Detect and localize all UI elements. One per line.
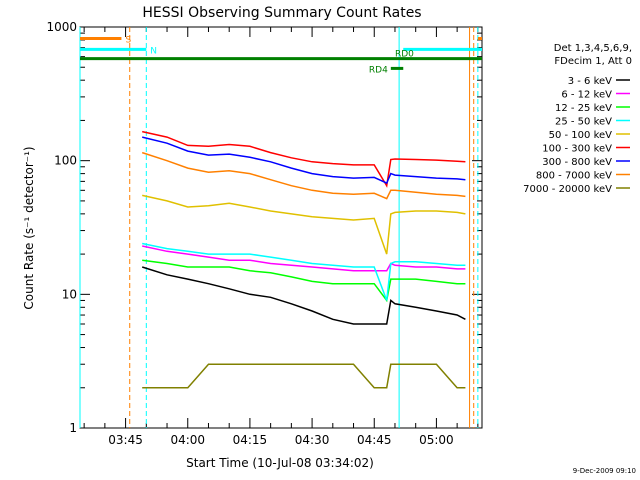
y-axis-label: Count Rate (s⁻¹ detector⁻¹) xyxy=(22,146,36,309)
y-tick-label: 1000 xyxy=(46,20,77,34)
series-line xyxy=(142,245,466,272)
series-line xyxy=(142,136,466,185)
series-line xyxy=(142,363,466,389)
legend-label: 25 - 50 keV xyxy=(555,117,612,128)
x-tick-label: 03:45 xyxy=(108,433,143,447)
footer-date: 9-Dec-2009 09:10 xyxy=(573,467,636,475)
legend-label: 12 - 25 keV xyxy=(555,103,612,114)
y-tick-label: 10 xyxy=(62,287,77,301)
x-tick-label: 05:00 xyxy=(419,433,454,447)
legend-header-line-2: FDecim 1, Att 0 xyxy=(554,56,632,67)
legend-label: 50 - 100 keV xyxy=(549,130,613,141)
y-tick-label: 1 xyxy=(69,421,77,435)
legend-label: 3 - 6 keV xyxy=(568,76,612,87)
series-line xyxy=(141,151,466,200)
legend-label: 300 - 800 keV xyxy=(542,157,612,168)
flag-label: RD0 xyxy=(395,50,414,60)
x-tick-label: 04:45 xyxy=(357,433,392,447)
x-tick-label: 04:00 xyxy=(170,433,205,447)
legend-label: 6 - 12 keV xyxy=(561,90,612,101)
legend-label: 7000 - 20000 keV xyxy=(523,184,612,195)
flag-label: N xyxy=(150,46,157,56)
flag-label: S xyxy=(125,36,131,46)
x-tick-label: 04:15 xyxy=(233,433,268,447)
x-axis-label: Start Time (10-Jul-08 03:34:02) xyxy=(186,456,374,470)
plot-frame xyxy=(79,26,483,429)
legend-label: 800 - 7000 keV xyxy=(536,171,612,182)
y-tick-label: 100 xyxy=(54,154,77,168)
legend-label: 100 - 300 keV xyxy=(542,144,612,155)
legend: 3 - 6 keV 6 - 12 keV 12 - 25 keV 25 - 50 ke… xyxy=(523,76,630,195)
series-line xyxy=(141,266,466,325)
series-line xyxy=(142,194,466,255)
chart-title: HESSI Observing Summary Count Rates xyxy=(142,5,421,21)
series-line xyxy=(142,130,466,188)
series-line xyxy=(142,259,466,303)
plot-area: 1 10 100 1000 03:45 04:00 04:15 04:30 04:45 05:00… xyxy=(46,20,483,447)
series-line xyxy=(142,242,466,301)
x-tick-label: 04:30 xyxy=(295,433,330,447)
legend-header-line-1: Det 1,3,4,5,6,9, xyxy=(554,43,632,54)
flag-label: RD4 xyxy=(369,65,388,75)
